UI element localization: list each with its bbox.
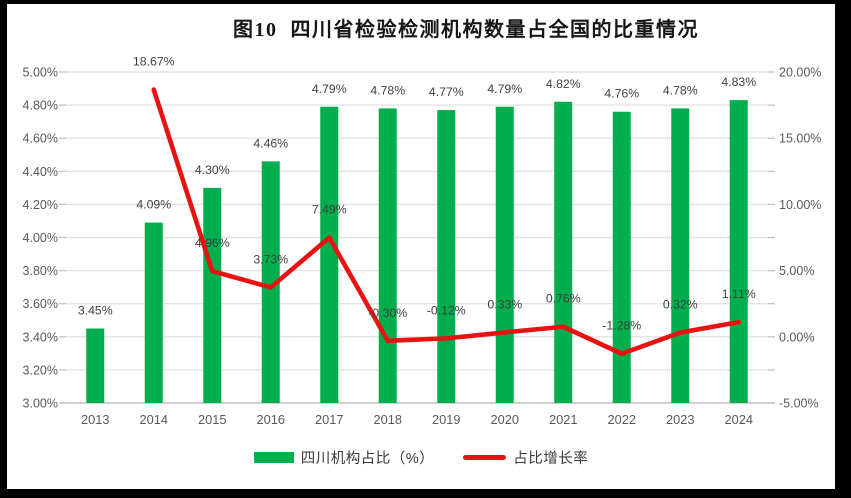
trend-line <box>151 87 742 357</box>
x-axis-label: 2015 <box>198 412 226 427</box>
bar-value-label: 4.83% <box>721 75 756 89</box>
y-axis-label-left: 4.40% <box>23 165 58 179</box>
x-axis-label: 2013 <box>81 412 109 427</box>
line-value-label: 0.32% <box>663 298 698 312</box>
y-axis-label-left: 5.00% <box>23 66 58 80</box>
y-axis-label-right: 20.00% <box>779 66 821 80</box>
x-axis-label: 2017 <box>315 412 343 427</box>
x-axis-label: 2019 <box>432 412 460 427</box>
y-axis-label-left: 4.80% <box>23 99 58 113</box>
line-value-label: 0.33% <box>487 297 522 311</box>
bar <box>144 222 163 403</box>
legend-line-label: 占比增长率 <box>513 450 589 467</box>
bar <box>612 111 631 403</box>
y-axis-label-left: 3.80% <box>23 264 58 278</box>
bar <box>729 100 748 403</box>
line-value-label: 7.49% <box>312 203 347 217</box>
bar-value-label: 4.09% <box>136 198 171 212</box>
y-axis-label-left: 4.00% <box>23 231 58 245</box>
bar <box>554 101 573 403</box>
bar <box>437 110 456 403</box>
line-value-label: 0.76% <box>546 292 581 306</box>
y-axis-label-left: 3.40% <box>23 330 58 344</box>
y-axis-label-right: 5.00% <box>779 264 814 278</box>
legend-line-swatch-icon <box>463 454 507 460</box>
x-axis-label: 2014 <box>140 412 168 427</box>
bar-value-label: 4.77% <box>429 85 464 99</box>
y-axis-label-right: 0.00% <box>779 330 814 344</box>
chart-legend: 四川机构占比（%） 占比增长率 <box>7 446 835 468</box>
bar-value-label: 3.45% <box>78 304 113 318</box>
x-axis-label: 2016 <box>257 412 285 427</box>
x-axis-label: 2020 <box>491 412 519 427</box>
y-axis-label-left: 3.00% <box>23 397 58 411</box>
y-axis-label-left: 3.60% <box>23 297 58 311</box>
line-value-label: 3.73% <box>253 252 288 266</box>
bar <box>320 106 339 403</box>
line-value-label: -1.28% <box>602 319 641 333</box>
x-axis-label: 2022 <box>608 412 636 427</box>
bar-value-label: 4.30% <box>195 163 230 177</box>
bar <box>378 108 397 403</box>
bar-value-label: 4.79% <box>312 82 347 96</box>
bar-value-label: 4.46% <box>253 136 288 150</box>
line-value-label: -0.12% <box>427 303 466 317</box>
bar-value-label: 4.82% <box>546 77 581 91</box>
bar <box>203 187 222 403</box>
x-axis-label: 2021 <box>549 412 577 427</box>
bar <box>671 108 690 403</box>
bar-value-label: 4.78% <box>663 83 698 97</box>
legend-bar-swatch-icon <box>253 451 294 463</box>
legend-bar-label: 四川机构占比（%） <box>300 450 435 467</box>
bar-value-label: 4.79% <box>487 82 522 96</box>
y-axis-label-right: 15.00% <box>779 132 821 146</box>
y-axis-label-right: -5.00% <box>779 397 819 411</box>
bar-value-label: 4.76% <box>604 87 639 101</box>
line-value-label: 18.67% <box>133 55 175 69</box>
line-value-label: 4.96% <box>195 236 230 250</box>
x-axis-label: 2024 <box>725 412 753 427</box>
y-axis-label-right: 10.00% <box>779 198 821 212</box>
x-axis-label: 2018 <box>374 412 402 427</box>
y-axis-label-left: 4.20% <box>23 198 58 212</box>
chart-title: 图10 四川省检验检测机构数量占全国的比重情况 <box>233 19 699 41</box>
bar <box>495 106 514 403</box>
bar <box>261 161 280 403</box>
bar-value-label: 4.78% <box>370 83 405 97</box>
y-axis-label-left: 4.60% <box>23 132 58 146</box>
y-axis-label-left: 3.20% <box>23 363 58 377</box>
x-axis-label: 2023 <box>666 412 694 427</box>
bar <box>86 328 105 403</box>
line-value-label: -0.30% <box>368 306 407 320</box>
line-value-label: 1.11% <box>722 287 756 301</box>
